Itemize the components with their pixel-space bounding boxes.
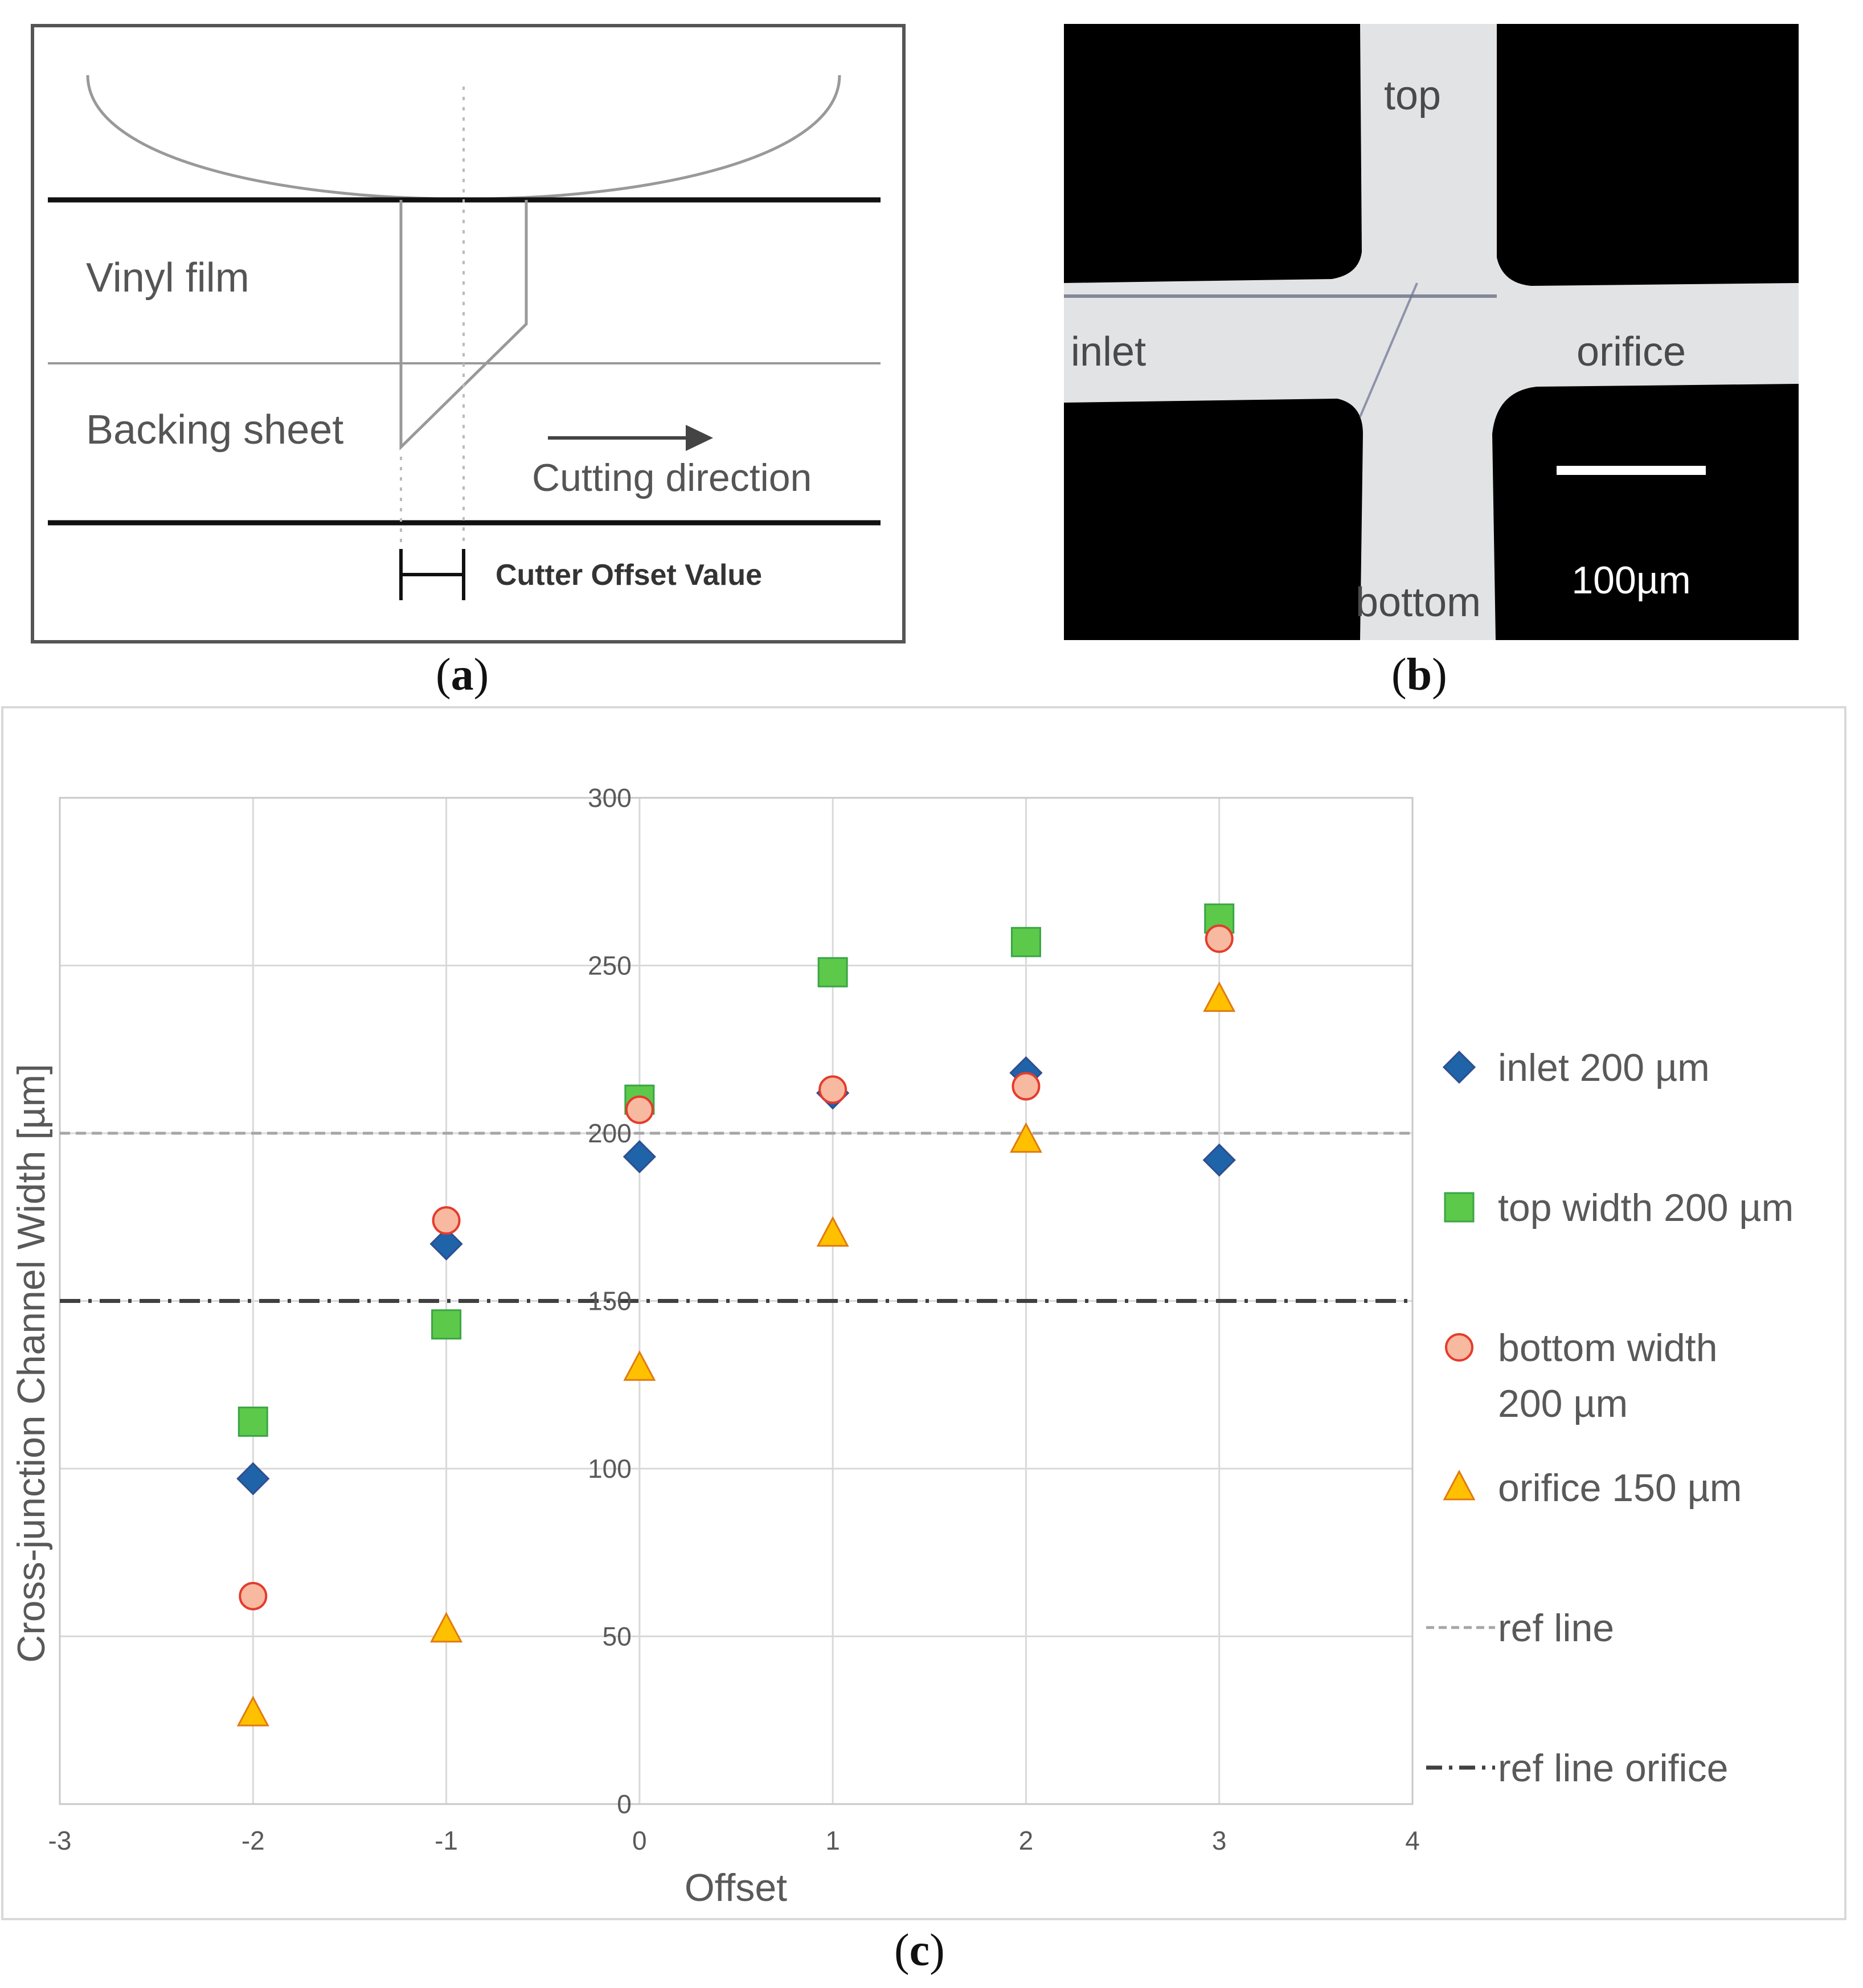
y-tick-label-5: 250 (588, 951, 632, 981)
series-3-point-5 (1203, 981, 1236, 1012)
series-3-point-4 (1009, 1122, 1042, 1153)
y-axis-title: Cross-junction Channel Width [µm] (10, 1064, 53, 1663)
series-1-point-3 (817, 957, 848, 987)
scale-bar (1557, 466, 1706, 475)
top-channel-label: top (1384, 73, 1441, 118)
inlet-channel-label: inlet (1071, 329, 1146, 375)
y-tick-label-1: 50 (603, 1622, 632, 1651)
chart-frame (1, 706, 1846, 1920)
series-1-point-4 (1010, 927, 1041, 957)
legend-label-5-line-0: ref line orifice (1498, 1747, 1728, 1790)
legend-label-1-line-0: top width 200 µm (1498, 1186, 1794, 1229)
legend-label-1: top width 200 µm (1498, 1186, 1794, 1229)
scale-bar-label: 100µm (1571, 559, 1690, 602)
legend-label-4: ref line (1498, 1606, 1614, 1650)
bottom-channel-label: bottom (1356, 580, 1481, 625)
series-2-point-0 (239, 1581, 268, 1610)
series-2-point-1 (432, 1206, 461, 1235)
series-3-point-1 (430, 1612, 463, 1643)
backing-sheet-label: Backing sheet (86, 407, 343, 453)
x-tick-label-5: 2 (1019, 1826, 1034, 1855)
legend-label-5: ref line orifice (1498, 1747, 1728, 1790)
legend-label-2: bottom width 200 µm (1498, 1326, 1718, 1425)
y-tick-label-6: 300 (588, 783, 632, 813)
legend-marker-2 (1445, 1333, 1473, 1362)
arrow-icon (548, 425, 713, 451)
series-0-point-0 (236, 1462, 270, 1495)
y-axis-ticks: 0 50 100 150 200 250 300 (588, 783, 632, 1819)
cutting-direction-label: Cutting direction (532, 456, 812, 499)
x-axis-ticks: -3 -2 -1 0 1 2 3 4 (48, 1826, 1420, 1855)
y-tick-label-4: 200 (588, 1118, 632, 1148)
legend-marker-1 (1444, 1192, 1475, 1223)
x-tick-label-4: 1 (825, 1826, 840, 1855)
chart-legend: inlet 200 µm top width 200 µm bottom width… (1426, 1046, 1794, 1790)
x-tick-label-7: 4 (1405, 1826, 1420, 1855)
legend-marker-0 (1442, 1050, 1476, 1084)
legend-label-3: orifice 150 µm (1498, 1466, 1742, 1510)
corner-block-bottom-right (1492, 384, 1799, 640)
corner-block-top-right (1497, 24, 1799, 286)
series-3-point-0 (236, 1695, 269, 1727)
legend-label-0: inlet 200 µm (1498, 1046, 1710, 1089)
offset-bracket-icon (399, 549, 465, 600)
panel-c-label: (c) (894, 1925, 945, 1975)
x-tick-label-0: -3 (48, 1826, 72, 1855)
legend-label-2-line-1: 200 µm (1498, 1382, 1628, 1425)
panel-a-label: (a) (436, 650, 489, 700)
series-0-point-5 (1202, 1143, 1236, 1177)
orifice-channel-label: orifice (1577, 329, 1686, 375)
corner-block-bottom-left (1064, 399, 1363, 640)
series-3-point-3 (816, 1216, 849, 1247)
series-1-point-0 (238, 1407, 268, 1437)
x-tick-label-2: -1 (435, 1826, 458, 1855)
corner-block-top-left (1064, 24, 1362, 283)
legend-label-2-line-0: bottom width (1498, 1326, 1718, 1370)
x-tick-label-6: 3 (1212, 1826, 1227, 1855)
scratch-diagonal (1359, 282, 1418, 417)
series-0-point-1 (429, 1227, 463, 1261)
panel-b-micrograph: top inlet orifice bottom 100µm (1064, 24, 1799, 640)
x-axis-title: Offset (685, 1866, 787, 1909)
legend-label-4-line-0: ref line (1498, 1606, 1614, 1650)
panel-a-diagram: Vinyl film Backing sheet Cutting directi… (31, 24, 906, 643)
legend-label-0-line-0: inlet 200 µm (1498, 1046, 1710, 1089)
y-tick-label-0: 0 (617, 1789, 632, 1819)
x-tick-label-1: -2 (241, 1826, 265, 1855)
chart-markers (236, 903, 1236, 1727)
series-3-point-2 (623, 1350, 656, 1381)
y-tick-label-2: 100 (588, 1454, 632, 1483)
panel-b-label: (b) (1391, 650, 1447, 700)
legend-marker-3 (1443, 1469, 1476, 1501)
series-2-point-3 (818, 1075, 847, 1104)
y-tick-label-3: 150 (588, 1286, 632, 1316)
cutter-offset-label: Cutter Offset Value (496, 559, 762, 592)
series-2-point-2 (625, 1095, 654, 1124)
panel-c-chart: 0 50 100 150 200 250 300 -3 -2 -1 0 1 2 3 4 inlet 200… (1, 706, 1846, 1920)
x-tick-label-3: 0 (632, 1826, 647, 1855)
legend-label-3-line-0: orifice 150 µm (1498, 1466, 1742, 1510)
series-0-point-2 (623, 1140, 656, 1174)
vinyl-film-label: Vinyl film (86, 255, 249, 301)
series-2-point-5 (1205, 924, 1234, 953)
series-1-point-1 (431, 1309, 462, 1340)
panel-a-frame (31, 24, 906, 643)
series-2-point-4 (1012, 1072, 1041, 1101)
chart-reference-lines (60, 1132, 1412, 1303)
